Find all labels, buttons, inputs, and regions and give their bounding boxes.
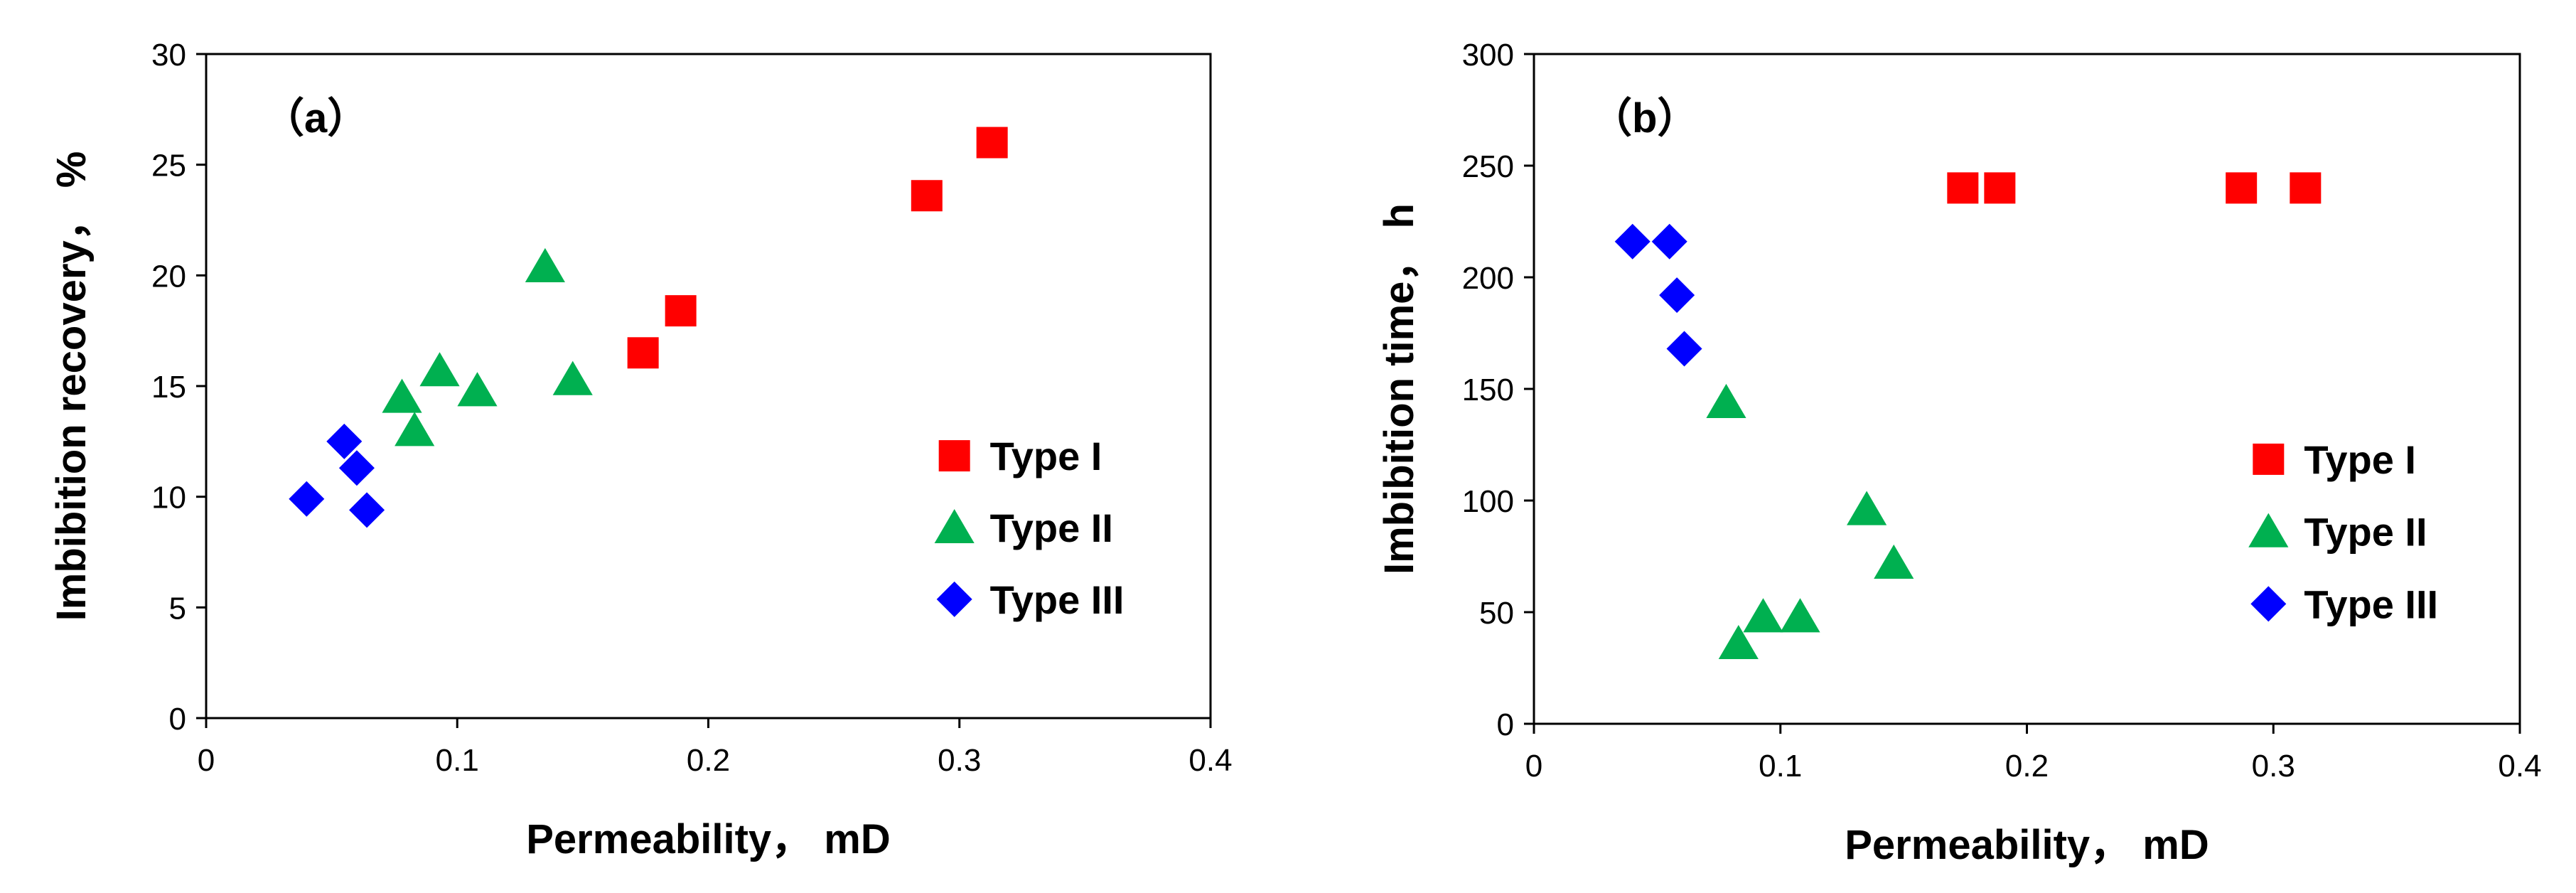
data-point: [1718, 624, 1759, 660]
data-point: [1874, 544, 1914, 579]
y-tick-label: 15: [151, 370, 186, 405]
y-tick-label: 250: [1462, 149, 1514, 184]
data-point: [1780, 598, 1820, 633]
y-tick-label: 5: [169, 591, 186, 626]
data-point: [1743, 598, 1783, 633]
legend-label: Type I: [990, 434, 1102, 478]
data-point: [1947, 172, 1979, 204]
legend-label: Type II: [2304, 510, 2427, 555]
x-tick-label: 0.4: [2498, 749, 2541, 784]
data-point: [338, 450, 375, 486]
x-tick-label: 0.2: [687, 743, 730, 778]
data-point: [457, 372, 498, 407]
data-point: [525, 247, 565, 282]
y-tick-label: 100: [1462, 484, 1514, 519]
x-tick-label: 0: [198, 743, 215, 778]
legend-marker: [934, 508, 975, 544]
x-tick-label: 0: [1525, 749, 1542, 784]
series-type-i: [1947, 172, 2322, 204]
legend: Type I Type II Type III: [934, 434, 1125, 622]
y-axis-title: Imbibition time， h: [1376, 203, 1422, 574]
legend-marker: [2250, 586, 2287, 622]
x-axis-title: Permeability， mD: [1845, 822, 2209, 868]
series-type-ii: [1706, 383, 1914, 660]
data-point: [2226, 172, 2258, 204]
legend-marker: [936, 581, 972, 617]
panel-label-b: （b）: [1591, 95, 1698, 141]
y-tick-label: 200: [1462, 261, 1514, 296]
x-axis-title: Permeability， mD: [526, 816, 891, 862]
chart-panel-a: 0 0.1 0.2 0.3 0.4 0 5 10 15 20 25 30 Permeability， m…: [48, 38, 1233, 862]
legend-label: Type II: [990, 506, 1113, 550]
data-point: [665, 295, 697, 327]
series-type-iii: [289, 423, 385, 528]
data-point: [1847, 491, 1887, 525]
legend-marker: [938, 440, 970, 472]
y-tick-label: 20: [151, 259, 186, 294]
x-tick-label: 0.3: [938, 743, 981, 778]
y-tick-label: 0: [1497, 707, 1514, 742]
data-point: [627, 337, 659, 369]
legend-label: Type I: [2304, 437, 2416, 482]
data-point: [382, 378, 422, 413]
data-point: [2290, 172, 2322, 204]
data-point: [1984, 172, 2016, 204]
y-axis-title: Imbibition recovery， %: [48, 151, 95, 621]
legend-label: Type III: [990, 577, 1125, 622]
chart-panel-b: 0 0.1 0.2 0.3 0.4 0 50 100 150 200 250 300 Permeabil…: [1376, 38, 2542, 868]
x-tick-label: 0.3: [2252, 749, 2295, 784]
series-type-iii: [1614, 223, 1702, 367]
data-point: [326, 423, 363, 459]
y-tick-label: 300: [1462, 38, 1514, 73]
legend-marker: [2253, 443, 2285, 475]
y-tick-label: 50: [1479, 596, 1514, 631]
x-tick-label: 0.4: [1188, 743, 1232, 778]
data-point: [1651, 223, 1687, 260]
x-tick-label: 0.1: [1759, 749, 1802, 784]
data-point: [1706, 383, 1746, 418]
data-point: [349, 492, 385, 528]
data-point: [289, 481, 325, 517]
series-type-i: [627, 127, 1008, 369]
data-point: [552, 360, 593, 395]
y-tick-label: 10: [151, 481, 186, 515]
y-tick-label: 0: [169, 702, 186, 737]
panel-label-a: （a）: [263, 95, 368, 141]
y-tick-label: 30: [151, 38, 186, 73]
series-type-ii: [382, 247, 593, 446]
legend-label: Type III: [2304, 582, 2438, 626]
data-point: [1614, 223, 1651, 260]
data-point: [395, 412, 435, 446]
data-point: [911, 180, 943, 212]
data-point: [1659, 277, 1695, 314]
x-tick-label: 0.2: [2005, 749, 2049, 784]
y-tick-label: 25: [151, 149, 186, 183]
legend: Type I Type II Type III: [2248, 437, 2438, 626]
x-tick-label: 0.1: [436, 743, 479, 778]
y-tick-label: 150: [1462, 373, 1514, 407]
data-point: [976, 127, 1008, 159]
data-point: [419, 352, 460, 387]
data-point: [1666, 331, 1702, 367]
legend-marker: [2248, 513, 2289, 547]
